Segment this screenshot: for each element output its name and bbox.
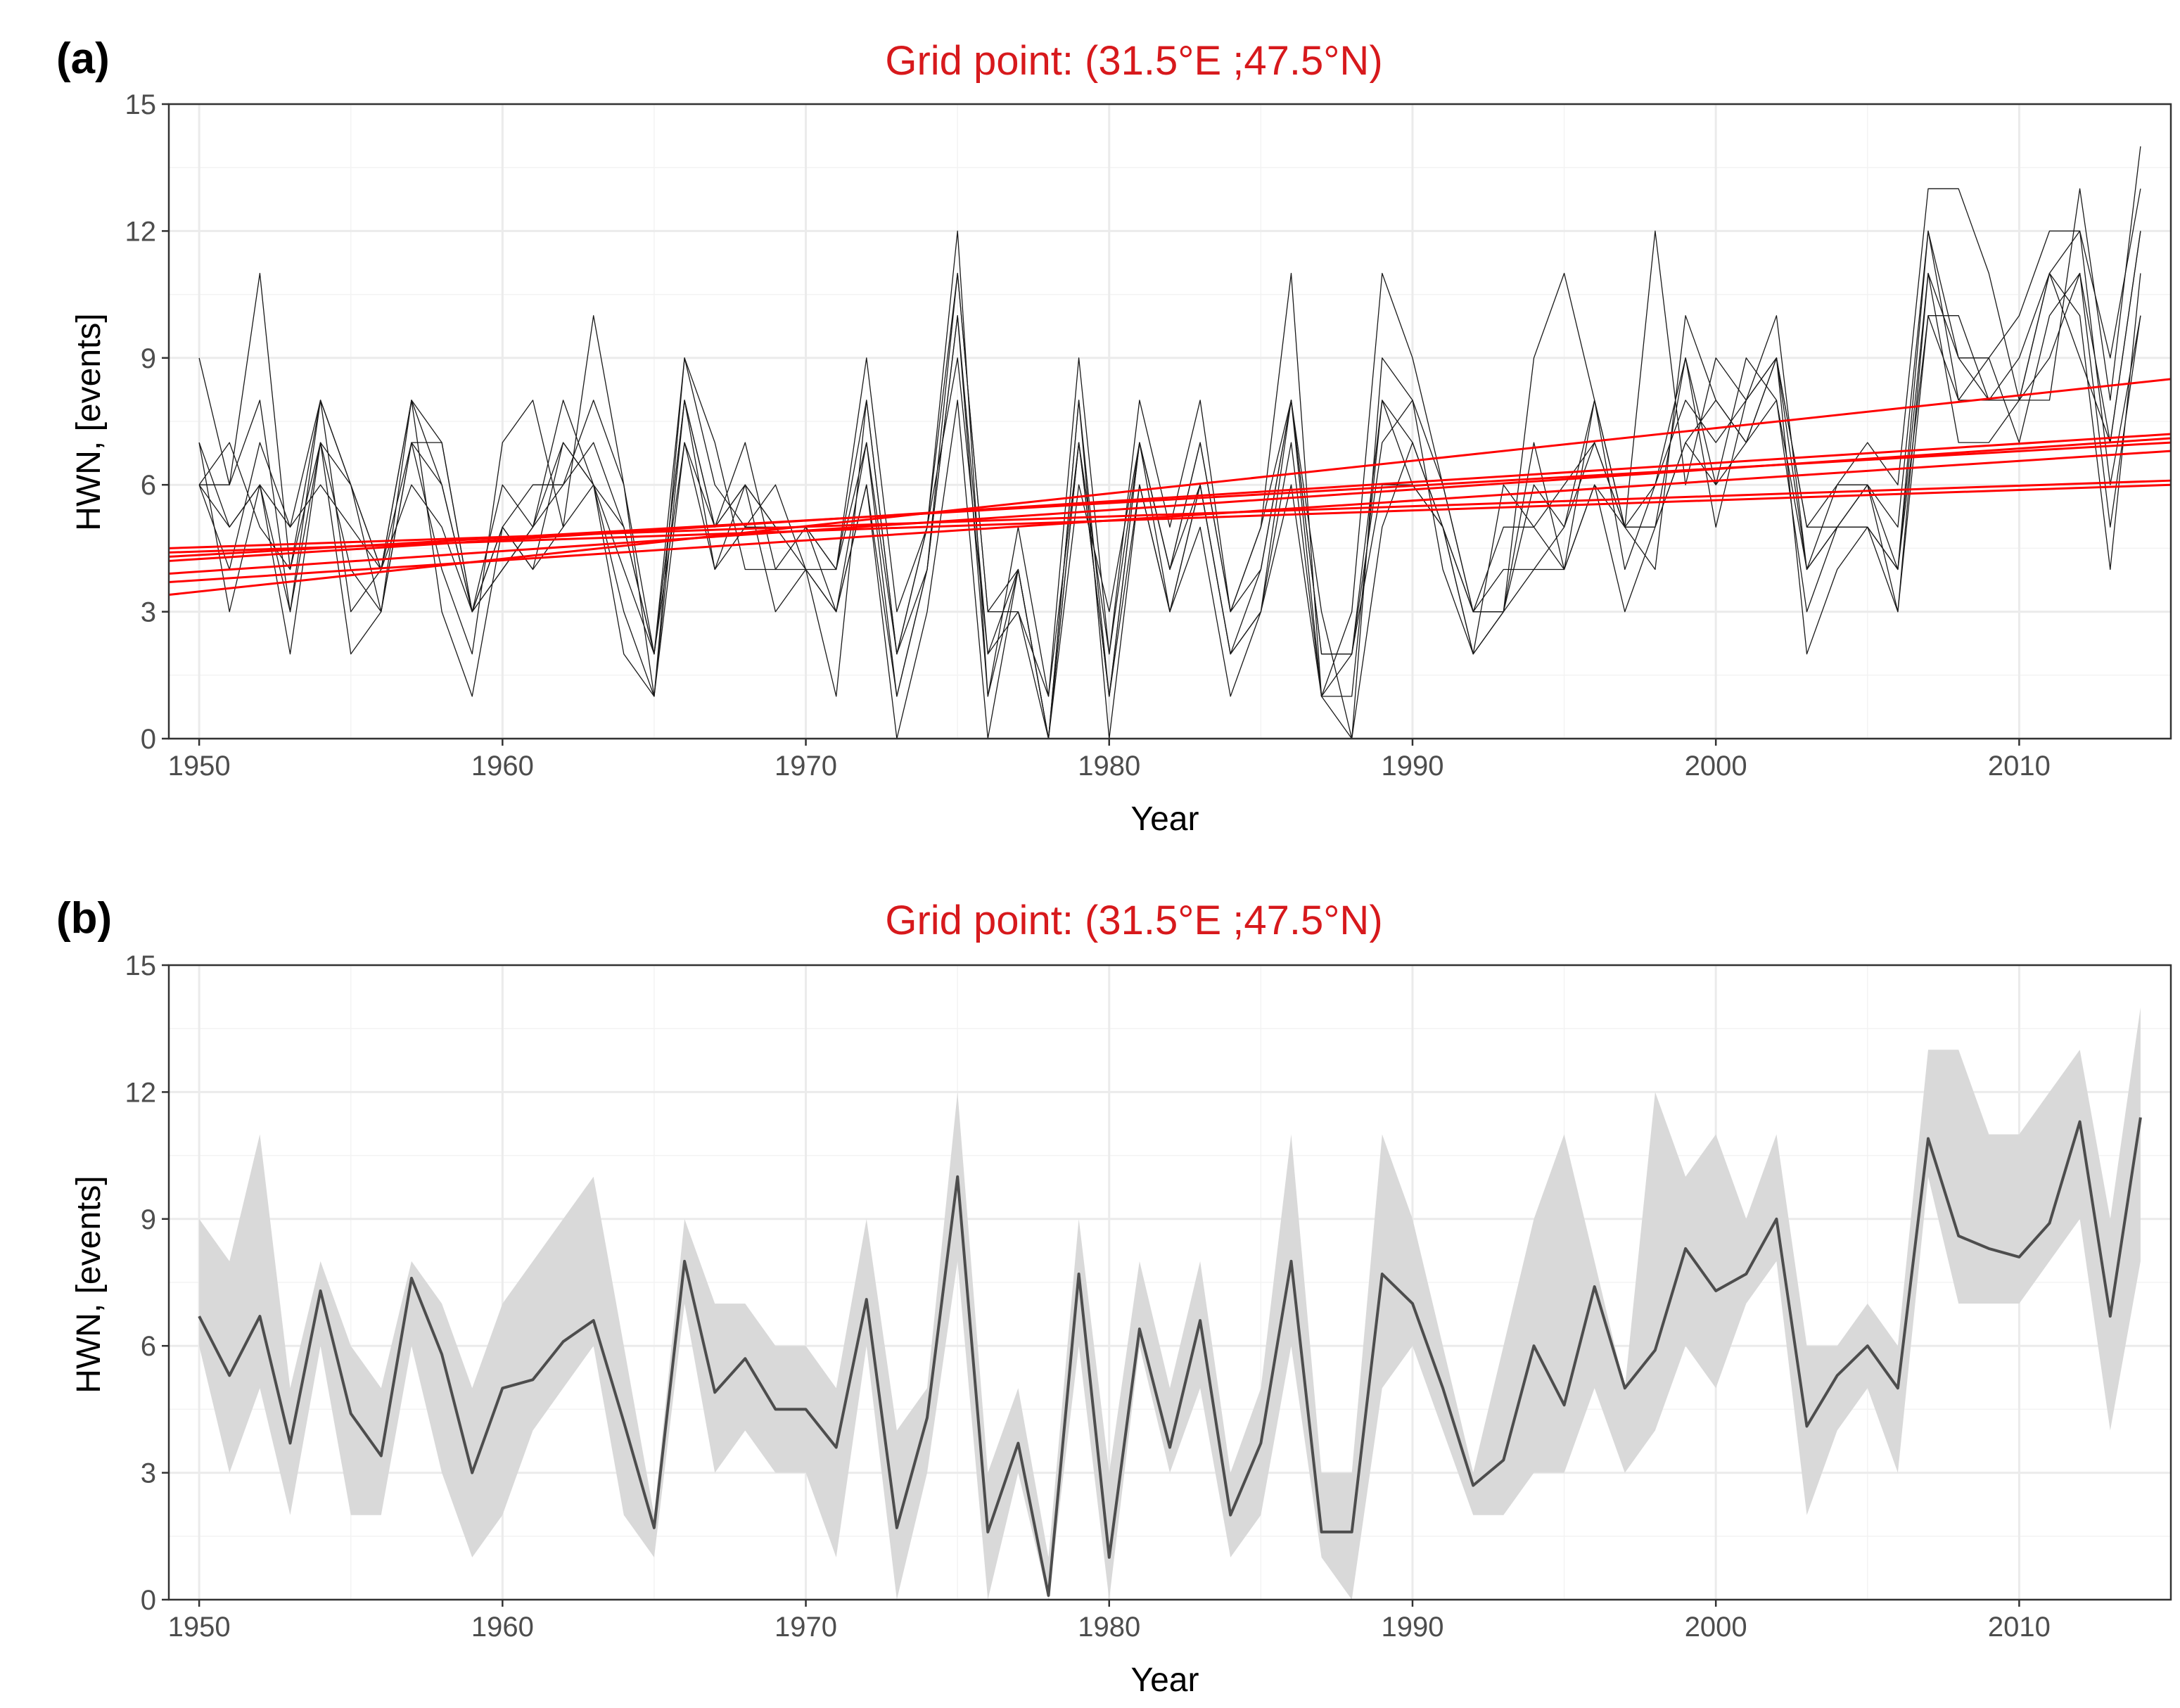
trend-line-2 [168,483,2172,554]
panel-a-grid [169,103,2171,740]
panel-a-trend-lines [168,378,2172,597]
range-band [199,1007,2141,1600]
trend-line-4 [168,433,2172,562]
x-tick-label: 1990 [1381,1612,1443,1643]
x-tick-label: 1960 [471,751,534,782]
panel-b-y-axis-title: HWN, [events] [70,1175,108,1393]
y-tick-label: 0 [141,724,156,755]
x-tick-label: 2000 [1685,751,1747,782]
y-tick-label: 3 [141,597,156,628]
panel-a-x-ticks: 1950 1960 1970 1980 1990 2000 2010 [168,739,2051,782]
y-tick-label: 9 [141,343,156,374]
x-tick-label: 1960 [471,1612,534,1643]
panel-b-x-axis-title: Year [1131,1662,1199,1699]
x-tick-label: 1980 [1078,1612,1140,1643]
y-tick-label: 0 [141,1585,156,1616]
y-tick-label: 15 [125,89,157,120]
trend-line-6 [168,450,2172,584]
y-tick-label: 12 [125,1077,157,1108]
panel-b-title: Grid point: (31.5°E ;47.5°N) [885,898,1382,943]
x-tick-label: 1990 [1381,751,1443,782]
panel-b-mean-line [198,1117,2142,1597]
member-line-1 [198,146,2141,697]
x-tick-label: 1980 [1078,751,1140,782]
y-tick-label: 6 [141,470,156,501]
panel-b: (b) Grid point: (31.5°E ;47.5°N) 0 3 6 9 12 1… [56,894,2172,1699]
x-tick-label: 1970 [775,1612,837,1643]
trend-line-5 [168,437,2172,575]
y-tick-label: 12 [125,216,157,247]
y-tick-label: 15 [125,950,157,981]
x-tick-label: 1950 [168,751,231,782]
y-tick-label: 9 [141,1204,156,1235]
panel-b-x-ticks: 1950 1960 1970 1980 1990 2000 2010 [168,1600,2051,1643]
mean-line [198,1117,2142,1597]
x-tick-label: 1950 [168,1612,231,1643]
panel-b-label: (b) [56,894,112,943]
y-tick-label: 6 [141,1331,156,1362]
member-line-7 [198,272,2141,739]
panel-b-range-band [199,1007,2141,1600]
panel-a-title: Grid point: (31.5°E ;47.5°N) [885,38,1382,84]
x-tick-label: 1970 [775,751,837,782]
panel-a-y-axis-title: HWN, [events] [70,313,108,530]
panel-b-y-ticks: 0 3 6 9 12 15 [125,950,169,1616]
x-tick-label: 2000 [1685,1612,1747,1643]
trend-line-7 [168,378,2172,597]
panel-a: (a) Grid point: (31.5°E ;47.5°N) 0 3 6 9 12 1… [56,34,2172,838]
panel-a-y-ticks: 0 3 6 9 12 15 [125,89,169,755]
panel-a-x-axis-title: Year [1131,801,1199,838]
panel-a-label: (a) [56,34,110,83]
y-tick-label: 3 [141,1458,156,1489]
x-tick-label: 2010 [1988,751,2051,782]
x-tick-label: 2010 [1988,1612,2051,1643]
panel-a-frame [167,103,2172,740]
panel-b-frame [167,964,2172,1601]
